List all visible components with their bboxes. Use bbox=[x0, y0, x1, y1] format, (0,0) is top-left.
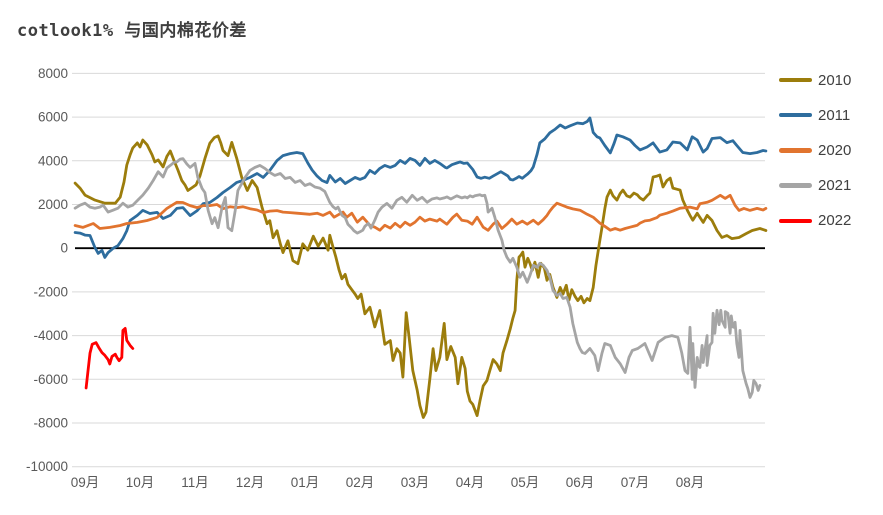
x-axis-labels: 09月 10月 11月 12月 01月 02月 03月 04月 05月 06月 07月 08月 bbox=[71, 475, 705, 490]
y-tick-label: 6000 bbox=[38, 110, 68, 125]
series-line-2022 bbox=[84, 326, 135, 390]
y-tick-label: -4000 bbox=[33, 328, 68, 343]
y-tick-label: 0 bbox=[60, 241, 68, 256]
series-line-2020 bbox=[73, 193, 768, 232]
y-tick-label: 4000 bbox=[38, 153, 68, 168]
y-gridlines bbox=[72, 72, 765, 468]
legend-item-2021: 2021 bbox=[779, 172, 851, 200]
legend-label: 2020 bbox=[818, 141, 852, 159]
x-tick-label: 06月 bbox=[566, 475, 595, 490]
legend-swatch-2020 bbox=[779, 148, 812, 153]
legend-label: 2022 bbox=[818, 212, 852, 230]
y-tick-label: 8000 bbox=[38, 66, 68, 81]
legend-item-2020: 2020 bbox=[779, 136, 851, 164]
x-tick-label: 07月 bbox=[621, 475, 650, 490]
x-tick-label: 04月 bbox=[456, 475, 485, 490]
chart-title: cotlook1% 与国内棉花价差 bbox=[17, 21, 247, 41]
series-line-2011 bbox=[73, 116, 768, 259]
series-line-2021 bbox=[73, 157, 762, 399]
legend-item-2010: 2010 bbox=[779, 66, 851, 94]
x-tick-label: 02月 bbox=[346, 475, 375, 490]
x-tick-label: 10月 bbox=[126, 475, 155, 490]
legend-item-2022: 2022 bbox=[779, 207, 851, 235]
x-tick-label: 03月 bbox=[401, 475, 430, 490]
legend-label: 2010 bbox=[818, 71, 852, 89]
x-tick-label: 08月 bbox=[676, 475, 705, 490]
y-tick-label: 2000 bbox=[38, 197, 68, 212]
x-tick-label: 05月 bbox=[511, 475, 540, 490]
y-tick-label: -6000 bbox=[33, 372, 68, 387]
y-axis-labels: 8000 6000 4000 2000 0 -2000 -4000 -6000 -8000 -10… bbox=[26, 66, 68, 474]
x-tick-label: 01月 bbox=[291, 475, 320, 490]
legend-item-2011: 2011 bbox=[779, 101, 850, 129]
x-tick-label: 11月 bbox=[181, 475, 209, 490]
x-tick-label: 12月 bbox=[236, 475, 265, 490]
y-tick-label: -8000 bbox=[33, 416, 68, 431]
legend-swatch-2022 bbox=[779, 218, 812, 224]
x-tick-label: 09月 bbox=[71, 475, 100, 490]
legend-swatch-2011 bbox=[779, 112, 812, 118]
series-line-2010 bbox=[73, 134, 768, 419]
y-tick-label: -10000 bbox=[26, 459, 68, 474]
legend-swatch-2010 bbox=[779, 77, 812, 83]
legend-label: 2011 bbox=[818, 106, 851, 124]
y-tick-label: -2000 bbox=[33, 284, 68, 299]
legend-swatch-2021 bbox=[779, 183, 812, 188]
legend-label: 2021 bbox=[818, 177, 852, 195]
